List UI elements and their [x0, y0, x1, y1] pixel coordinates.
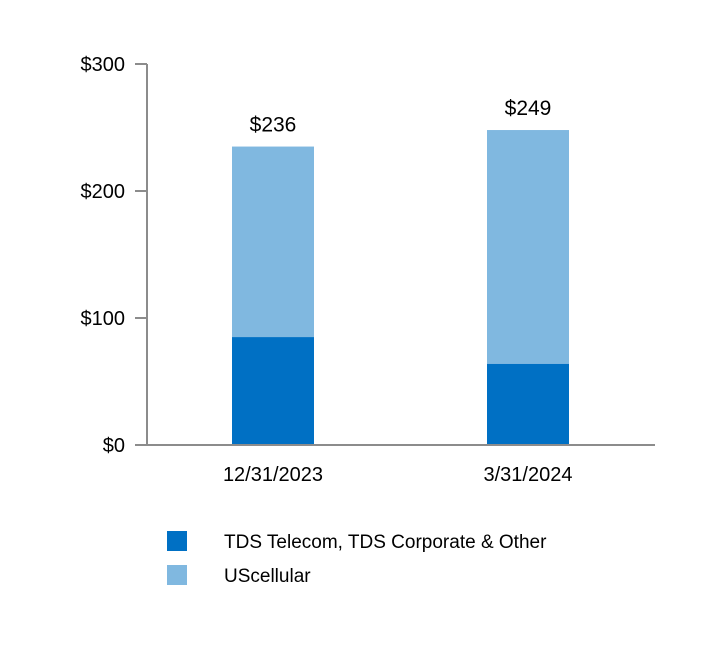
y-tick-label: $200	[81, 181, 126, 203]
bar-uscellular-2	[487, 130, 569, 364]
y-tick-label: $0	[103, 435, 125, 457]
x-tick-label: 12/31/2023	[223, 464, 323, 486]
bars-layer	[232, 130, 569, 445]
x-tick-label: 3/31/2024	[484, 464, 573, 486]
bar-uscellular-1	[232, 146, 314, 338]
legend: TDS Telecom, TDS Corporate & Other UScell…	[167, 531, 547, 587]
labels-layer: $236 12/31/2023 $249 3/31/2024	[223, 97, 573, 486]
y-tick-label: $100	[81, 308, 126, 330]
bar-total-label: $236	[250, 114, 297, 137]
bar-tds-telecom-1	[232, 337, 314, 445]
legend-label-tds-telecom: TDS Telecom, TDS Corporate & Other	[224, 532, 547, 553]
bar-tds-telecom-2	[487, 363, 569, 445]
legend-label-uscellular: UScellular	[224, 566, 311, 587]
legend-swatch-tds-telecom	[167, 531, 187, 551]
axes-layer: $0 $100 $200 $300	[81, 54, 655, 457]
legend-swatch-uscellular	[167, 565, 187, 585]
bar-total-label: $249	[505, 97, 552, 120]
y-tick-label: $300	[81, 54, 126, 76]
